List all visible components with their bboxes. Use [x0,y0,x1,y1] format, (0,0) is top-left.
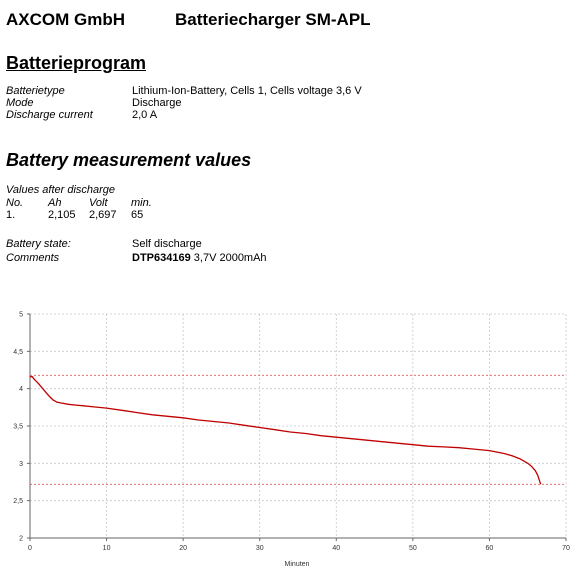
battery-state-value: Self discharge [132,238,202,250]
measurement-subtitle: Values after discharge [6,184,116,196]
y-tick-label: 4 [19,386,23,393]
comments-label: Comments [6,252,60,264]
comments-spec: 3,7V 2000mAh [190,252,267,264]
table-cell-no: 1. [6,209,16,221]
x-tick-label: 70 [562,545,570,552]
chart-tick-labels: 0 10 20 30 40 50 60 70 2 2,5 3 3,5 4 4,5 5 [13,312,570,553]
x-tick-label: 10 [103,545,111,552]
battery-state-label: Battery state: [6,238,71,250]
x-tick-label: 30 [256,545,264,552]
chart-axes [27,313,567,541]
chart-series [30,376,542,485]
company-name: AXCOM GmbH [6,10,125,29]
column-header-volt: Volt [89,197,108,209]
table-cell-ah: 2,105 [48,209,76,221]
product-name: Batteriecharger SM-APL [175,10,371,29]
y-tick-label: 3 [19,461,23,468]
comments-value: DTP634169 3,7V 2000mAh [132,251,267,265]
x-tick-label: 60 [486,545,494,552]
y-tick-label: 5 [19,312,23,319]
table-cell-min: 65 [131,209,144,221]
x-tick-label: 50 [409,545,417,552]
voltage-curve-line [30,376,542,485]
x-tick-label: 20 [179,545,187,552]
comments-model: DTP634169 [132,252,191,264]
chart-x-axis-label: Minuten [285,561,310,568]
y-tick-label: 2 [19,536,23,543]
chart-grid [30,313,567,538]
chart-reference-lines [30,374,566,485]
x-tick-label: 40 [332,545,340,552]
y-tick-label: 3,5 [13,424,23,431]
field-value: Discharge [132,97,182,109]
column-header-no: No. [6,197,24,209]
y-tick-label: 2,5 [13,498,23,505]
y-tick-label: 4,5 [13,349,23,356]
field-label: Mode [6,97,34,109]
table-cell-volt: 2,697 [89,209,117,221]
column-header-ah: Ah [48,197,62,209]
field-value: Lithium-Ion-Battery, Cells 1, Cells volt… [132,85,362,97]
field-label: Discharge current [6,109,93,121]
program-title: Batterieprogram [6,53,147,73]
x-tick-label: 0 [28,545,32,552]
field-value: 2,0 A [132,109,158,121]
column-header-min: min. [131,197,152,209]
field-label: Batterietype [6,85,65,97]
measurement-title: Battery measurement values [6,150,252,170]
